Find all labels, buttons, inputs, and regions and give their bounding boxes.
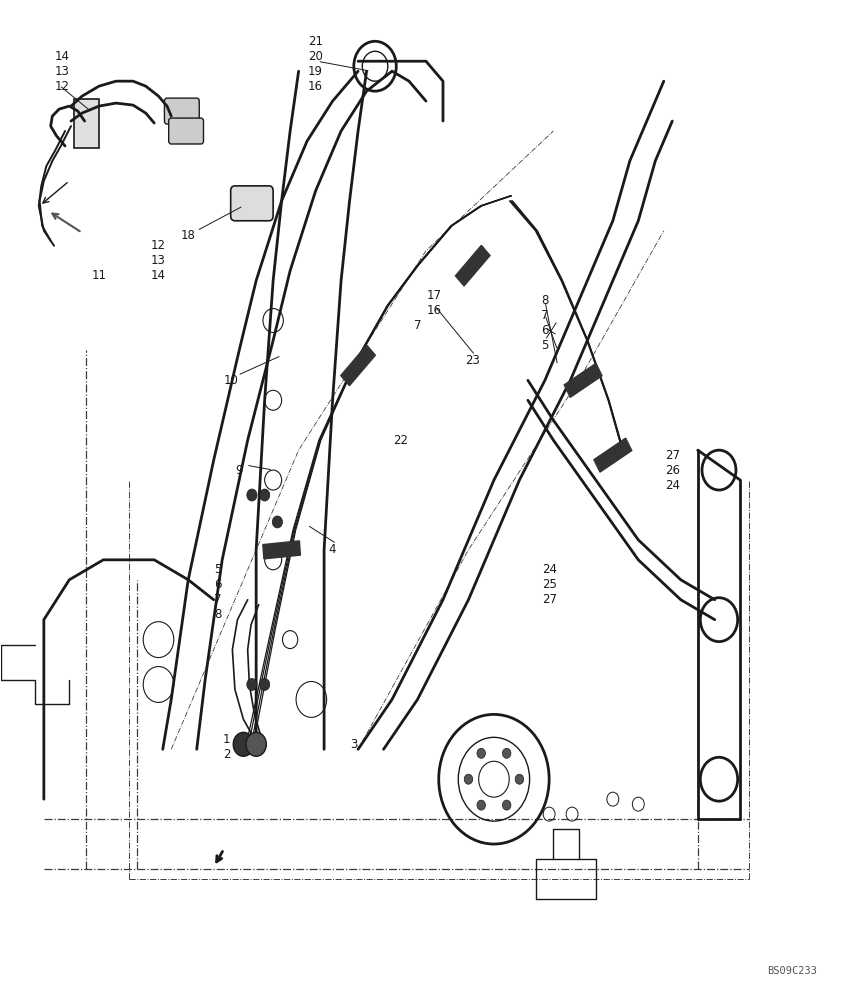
Polygon shape bbox=[341, 345, 376, 386]
Text: 10: 10 bbox=[223, 374, 238, 387]
FancyBboxPatch shape bbox=[231, 186, 273, 221]
Text: 23: 23 bbox=[465, 354, 481, 367]
Polygon shape bbox=[564, 363, 602, 397]
Circle shape bbox=[260, 489, 270, 501]
Text: 8: 8 bbox=[541, 294, 549, 307]
Text: 16: 16 bbox=[308, 80, 323, 93]
Circle shape bbox=[247, 489, 257, 501]
Text: 16: 16 bbox=[427, 304, 442, 317]
Text: 3: 3 bbox=[350, 738, 358, 751]
Circle shape bbox=[503, 748, 511, 758]
FancyBboxPatch shape bbox=[74, 99, 99, 148]
Text: 6: 6 bbox=[541, 324, 549, 337]
Circle shape bbox=[477, 800, 486, 810]
Text: 24: 24 bbox=[665, 479, 680, 492]
Text: 7: 7 bbox=[541, 309, 549, 322]
Text: 8: 8 bbox=[214, 608, 222, 621]
Text: 5: 5 bbox=[541, 339, 549, 352]
Text: BS09C233: BS09C233 bbox=[767, 966, 817, 976]
Circle shape bbox=[477, 748, 486, 758]
FancyBboxPatch shape bbox=[164, 98, 199, 124]
Text: 22: 22 bbox=[393, 434, 408, 447]
Text: 1: 1 bbox=[222, 733, 230, 746]
Text: 13: 13 bbox=[55, 65, 70, 78]
Text: 19: 19 bbox=[308, 65, 323, 78]
Polygon shape bbox=[594, 438, 632, 472]
Polygon shape bbox=[456, 245, 490, 286]
Text: 25: 25 bbox=[542, 578, 556, 591]
Circle shape bbox=[464, 774, 473, 784]
FancyBboxPatch shape bbox=[169, 118, 204, 144]
Text: 20: 20 bbox=[308, 50, 323, 63]
Text: 11: 11 bbox=[91, 269, 106, 282]
Text: 12: 12 bbox=[151, 239, 166, 252]
Text: 5: 5 bbox=[214, 563, 222, 576]
Text: 12: 12 bbox=[55, 80, 70, 93]
Circle shape bbox=[273, 516, 283, 528]
Circle shape bbox=[233, 732, 254, 756]
Text: 6: 6 bbox=[214, 578, 222, 591]
Text: 24: 24 bbox=[542, 563, 556, 576]
Text: 9: 9 bbox=[235, 464, 243, 477]
Text: 18: 18 bbox=[181, 229, 196, 242]
Circle shape bbox=[515, 774, 524, 784]
Circle shape bbox=[503, 800, 511, 810]
Text: 2: 2 bbox=[222, 748, 230, 761]
Text: 17: 17 bbox=[427, 289, 442, 302]
Circle shape bbox=[247, 679, 257, 690]
Text: 27: 27 bbox=[542, 593, 556, 606]
Text: 7: 7 bbox=[414, 319, 421, 332]
Text: 13: 13 bbox=[151, 254, 166, 267]
Text: 27: 27 bbox=[665, 449, 680, 462]
Text: 21: 21 bbox=[308, 35, 323, 48]
Circle shape bbox=[260, 679, 270, 690]
Text: 14: 14 bbox=[151, 269, 166, 282]
Polygon shape bbox=[262, 541, 301, 559]
Circle shape bbox=[246, 732, 267, 756]
Text: 4: 4 bbox=[329, 543, 337, 556]
Text: 7: 7 bbox=[214, 593, 222, 606]
Text: 26: 26 bbox=[665, 464, 680, 477]
Text: 14: 14 bbox=[55, 50, 70, 63]
